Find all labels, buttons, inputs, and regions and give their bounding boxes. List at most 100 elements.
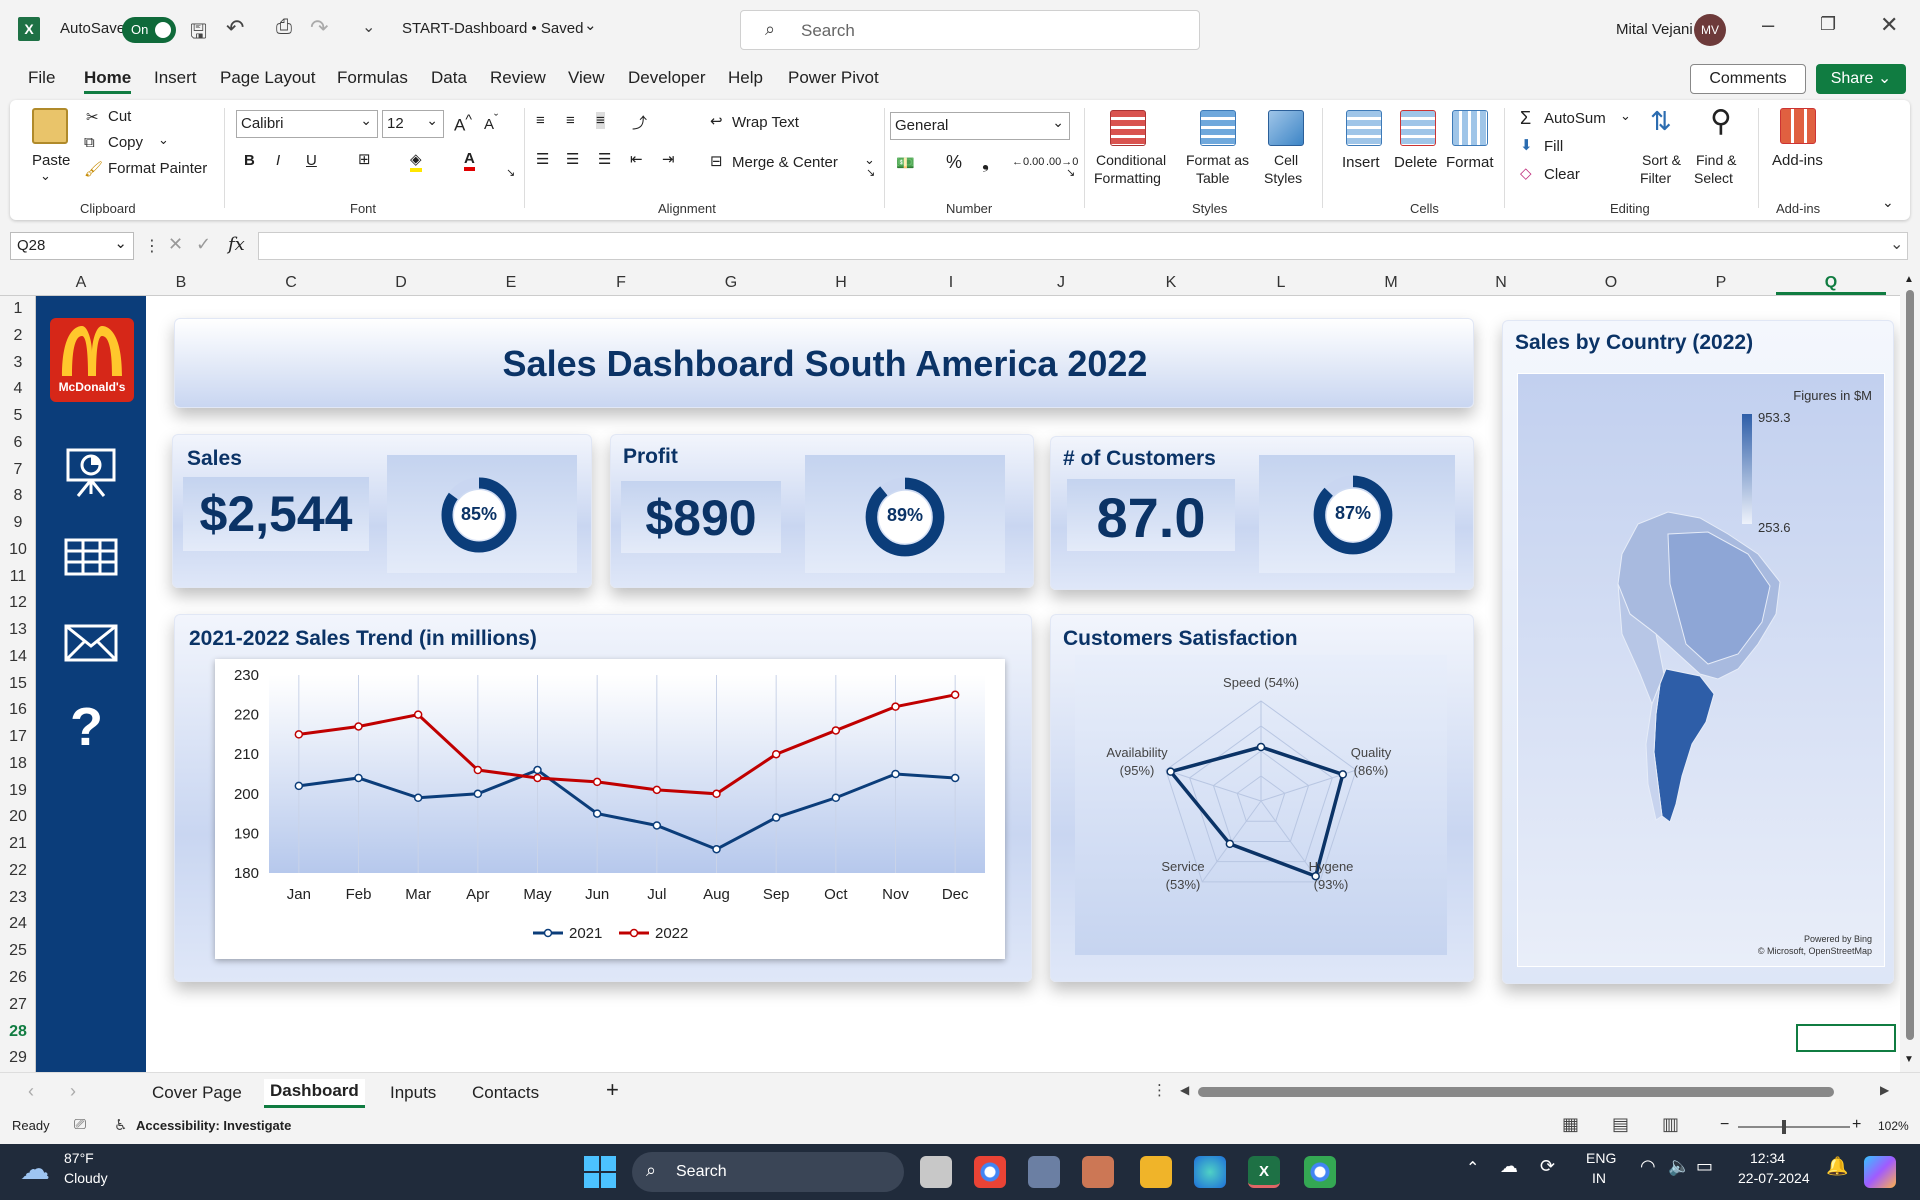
copy-dropdown-icon[interactable]: ⌄ [158, 132, 169, 147]
column-header[interactable]: C [285, 274, 297, 291]
cell-styles-label2[interactable]: Styles [1264, 170, 1303, 186]
menu-developer[interactable]: Developer [628, 68, 706, 87]
prev-sheet-icon[interactable]: ‹ [28, 1081, 34, 1101]
font-color-icon[interactable]: A [464, 150, 475, 171]
search-box[interactable]: ⌕ Search [740, 10, 1200, 50]
edge-icon[interactable] [1194, 1156, 1226, 1188]
insert-cells-icon[interactable] [1346, 110, 1382, 146]
table-icon[interactable] [64, 538, 118, 576]
column-header[interactable]: Q [1776, 274, 1886, 295]
row-header[interactable]: 6 [13, 433, 23, 451]
number-format-select[interactable]: General [890, 109, 1070, 140]
insert-cells-button[interactable]: Insert [1342, 154, 1380, 171]
align-right-icon[interactable]: ☰ [598, 151, 612, 168]
decrease-decimal-icon[interactable]: .00→0 [1046, 156, 1079, 168]
radar-series[interactable] [1167, 745, 1345, 879]
close-icon[interactable]: ✕ [1880, 12, 1899, 37]
align-center-icon[interactable]: ☰ [566, 151, 580, 168]
row-header[interactable]: 13 [9, 621, 27, 639]
column-header[interactable]: J [1057, 274, 1065, 291]
data-point[interactable] [533, 765, 542, 775]
radar-point[interactable] [1256, 742, 1266, 752]
align-left-icon[interactable]: ☰ [536, 151, 550, 168]
decrease-indent-icon[interactable]: ⇤ [630, 151, 643, 168]
comments-button[interactable]: Comments [1690, 64, 1806, 94]
column-header[interactable]: K [1165, 274, 1177, 291]
increase-font-icon[interactable]: A^ [454, 112, 472, 135]
row-header[interactable]: 9 [13, 514, 23, 532]
data-point[interactable] [413, 793, 423, 803]
bold-button[interactable]: B [244, 152, 255, 169]
data-point[interactable] [712, 789, 721, 799]
font-dialog-launcher-icon[interactable]: ↘ [506, 167, 516, 179]
column-header[interactable]: N [1495, 274, 1507, 291]
help-icon[interactable]: ? [70, 697, 103, 757]
delete-cells-button[interactable]: Delete [1394, 154, 1438, 171]
column-header[interactable]: G [724, 274, 738, 291]
formula-input[interactable] [258, 232, 1908, 260]
row-header[interactable]: 29 [9, 1049, 27, 1067]
customize-toolbar-icon[interactable]: ⌄ [362, 19, 376, 36]
radar-point[interactable] [1311, 871, 1320, 881]
menu-page-layout[interactable]: Page Layout [220, 68, 316, 87]
menu-help[interactable]: Help [728, 68, 763, 87]
menu-file[interactable]: File [28, 68, 56, 87]
data-point[interactable] [950, 690, 960, 700]
chrome-profile-icon[interactable] [1304, 1156, 1336, 1188]
tab-contacts[interactable]: Contacts [472, 1083, 540, 1102]
orientation-icon[interactable]: ⤴ [632, 115, 648, 132]
redo-icon[interactable]: ↷ [310, 15, 329, 40]
series-line-2021[interactable] [298, 768, 956, 851]
south-america-map[interactable] [1608, 504, 1788, 834]
font-family-select[interactable]: Calibri [236, 107, 378, 138]
conditional-formatting-label2[interactable]: Formatting [1094, 170, 1161, 186]
menu-review[interactable]: Review [490, 68, 546, 87]
row-header[interactable]: 7 [13, 460, 23, 478]
horizontal-scroll-thumb[interactable] [1198, 1087, 1834, 1097]
column-header[interactable]: P [1715, 274, 1727, 291]
increase-indent-icon[interactable]: ⇥ [662, 151, 675, 168]
column-header[interactable]: A [75, 274, 87, 291]
sales-trend-chart[interactable]: Jan Feb Mar Apr May Jun Jul Aug Sep Oct Nov Dec 230 2… [215, 659, 1005, 959]
clear-button[interactable]: Clear [1544, 166, 1580, 183]
excel-taskbar-icon[interactable]: X [1248, 1156, 1280, 1188]
increase-decimal-icon[interactable]: ←0.00 [1012, 156, 1045, 168]
weather-cloud-icon[interactable]: ☁ [20, 1153, 50, 1186]
row-header[interactable]: 15 [9, 674, 27, 692]
clock-date[interactable]: 22-07-2024 [1738, 1170, 1810, 1186]
minimize-icon[interactable]: – [1762, 12, 1775, 37]
user-name[interactable]: Mital Vejani [1616, 21, 1693, 38]
column-header[interactable]: H [835, 274, 847, 291]
row-header[interactable]: 5 [13, 407, 23, 425]
save-icon[interactable]: 🖫 [190, 21, 208, 43]
row-header[interactable]: 27 [9, 995, 27, 1013]
data-point[interactable] [712, 844, 721, 854]
fill-button[interactable]: Fill [1544, 138, 1564, 155]
chrome-icon[interactable] [974, 1156, 1006, 1188]
avatar[interactable]: MV [1694, 14, 1726, 46]
vertical-scrollbar[interactable]: ▲ ▼ [1900, 270, 1920, 1072]
menu-view[interactable]: View [568, 68, 605, 87]
autosum-dropdown-icon[interactable]: ⌄ [1620, 108, 1631, 123]
conditional-formatting-icon[interactable] [1110, 110, 1146, 146]
battery-icon[interactable]: ▭ [1696, 1156, 1714, 1176]
data-point[interactable] [891, 769, 900, 779]
zoom-in-icon[interactable]: + [1852, 1116, 1862, 1133]
row-header[interactable]: 16 [9, 701, 27, 719]
data-point[interactable] [652, 785, 662, 795]
file-explorer-icon[interactable] [1140, 1156, 1172, 1188]
data-point[interactable] [354, 773, 363, 783]
format-painter-button[interactable]: Format Painter [108, 160, 208, 177]
cell-styles-icon[interactable] [1268, 110, 1304, 146]
data-point[interactable] [771, 749, 781, 759]
sort-filter-icon[interactable]: ⇅ [1650, 106, 1672, 136]
tab-cover-page[interactable]: Cover Page [152, 1083, 242, 1102]
paste-button[interactable]: Paste [32, 152, 71, 169]
row-header[interactable]: 2 [13, 326, 23, 344]
add-ins-icon[interactable] [1780, 108, 1816, 144]
sync-icon[interactable]: ⟳ [1540, 1156, 1556, 1176]
row-header[interactable]: 10 [9, 540, 27, 558]
radar-point[interactable] [1225, 839, 1235, 849]
clock-time[interactable]: 12:34 [1750, 1150, 1786, 1166]
data-point[interactable] [413, 710, 423, 719]
